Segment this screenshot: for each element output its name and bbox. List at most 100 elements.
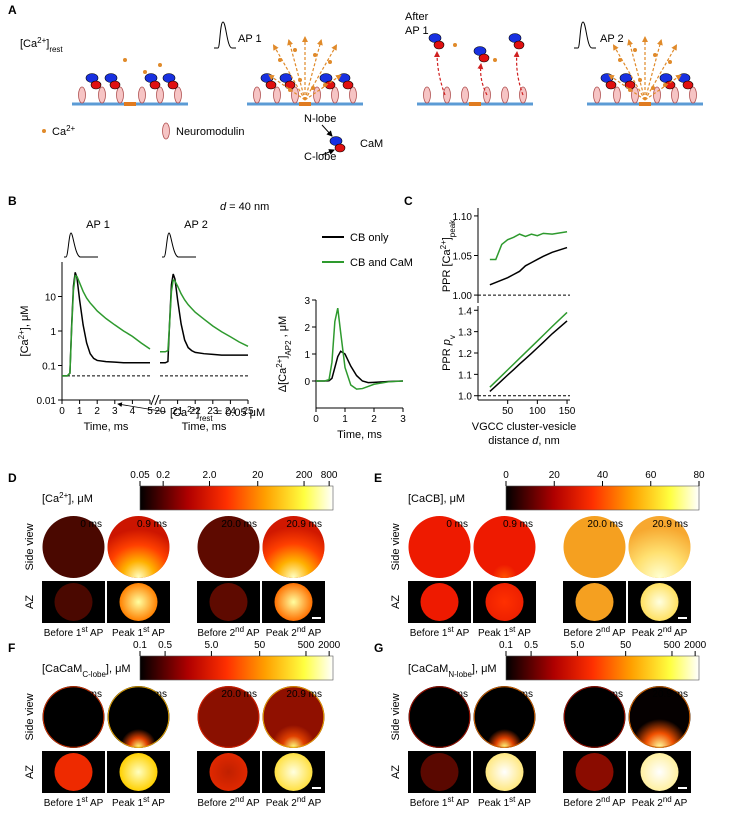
caption-part: Peak 1 <box>112 628 144 639</box>
ap-waveform <box>574 21 596 49</box>
az-image <box>119 583 158 621</box>
colorbar-label: [CaCaMC-lobe], μM <box>42 663 131 679</box>
az-image <box>274 753 313 791</box>
neuromodulin <box>331 86 339 104</box>
y-tick-label: 10 <box>45 293 57 304</box>
series-line <box>160 278 249 353</box>
neuromodulin <box>291 86 299 104</box>
side-view-image <box>563 516 626 578</box>
caption-part: Peak 1 <box>478 628 510 639</box>
colorbar-tick-label: 50 <box>620 640 632 651</box>
calcium-ion <box>311 86 315 90</box>
ap-waveform <box>64 232 98 258</box>
y-tick-label: 1.2 <box>458 349 472 360</box>
caption-part: AP <box>610 798 626 809</box>
side-view-image <box>42 686 105 748</box>
panel-label: D <box>8 471 17 485</box>
colorbar-label-part: [CaCaM <box>408 663 448 675</box>
colorbar-label-part: C-lobe <box>82 670 106 679</box>
x-tick-label: 5 <box>147 406 153 417</box>
panel-label: G <box>374 641 383 655</box>
caption-part: Before 1 <box>44 798 82 809</box>
colorbar-tick-label: 50 <box>254 640 266 651</box>
row-label: AZ <box>390 595 402 609</box>
calcium-ion <box>123 58 127 62</box>
y-axis-label-part: , μM <box>277 316 289 341</box>
colorbar-tick-label: 20 <box>549 470 561 481</box>
series-line <box>489 246 568 286</box>
az-image <box>575 753 614 791</box>
time-label: 20.9 ms <box>286 519 322 530</box>
caption-part: nd <box>297 795 306 804</box>
arrow <box>644 39 663 101</box>
row-label: Side view <box>390 693 402 740</box>
caption: Peak 1st AP <box>478 625 531 640</box>
side-view-image <box>197 516 260 578</box>
row-label: Side view <box>390 523 402 570</box>
neuromodulin <box>253 86 261 104</box>
panel-label: F <box>8 641 15 655</box>
y-tick-label: 1.4 <box>458 306 472 317</box>
caption-part: AP <box>88 628 104 639</box>
caption-part: Peak 2 <box>266 628 298 639</box>
arrow <box>608 74 646 101</box>
time-label: 0.9 ms <box>137 689 167 700</box>
side-view-outline <box>262 686 325 748</box>
series-line <box>62 272 150 377</box>
colorbar-tick-label: 2000 <box>684 640 707 651</box>
caption: Peak 1st AP <box>112 795 165 810</box>
time-label: 0 ms <box>446 689 468 700</box>
arrow <box>627 39 646 101</box>
y-tick-label: 1 <box>304 350 310 361</box>
caption: Peak 2nd AP <box>266 625 322 640</box>
rest-label-part: 2+ <box>187 405 196 414</box>
caption-part: nd <box>601 795 610 804</box>
x-tick-label: 50 <box>502 406 514 417</box>
side-view-image <box>42 516 105 578</box>
distance-label-part: d <box>220 201 227 213</box>
caption: Peak 1st AP <box>112 625 165 640</box>
arrow <box>434 51 446 96</box>
neuromodulin <box>349 86 357 104</box>
caption-part: Before 2 <box>563 798 601 809</box>
az-image <box>274 583 313 621</box>
caption-part: AP <box>306 798 322 809</box>
panel-label: B <box>8 194 17 208</box>
caption-part: st <box>143 625 150 634</box>
side-view-image <box>197 686 260 748</box>
arrow <box>117 402 167 413</box>
state-label-part: 2+ <box>37 36 46 45</box>
caption-part: Peak 1 <box>112 798 144 809</box>
time-label: 0 ms <box>446 519 468 530</box>
time-label: 0 ms <box>80 689 102 700</box>
time-label: 0.9 ms <box>137 519 167 530</box>
caption-part: AP <box>454 628 470 639</box>
colorbar-tick-label: 60 <box>645 470 657 481</box>
y-axis-label-part: 2+ <box>275 358 284 367</box>
cam-c-lobe <box>342 80 354 90</box>
caption-part: Before 2 <box>563 628 601 639</box>
side-view-outline <box>563 686 626 748</box>
az-image <box>420 753 459 791</box>
x-axis-label-part: , nm <box>538 435 559 447</box>
colorbar <box>505 485 700 511</box>
state-label: [Ca2+]rest <box>20 36 63 54</box>
rest-label-part: ] <box>196 407 199 419</box>
caption: Peak 2nd AP <box>632 625 688 640</box>
legend-label: CB only <box>350 232 389 244</box>
row-label: Side view <box>24 693 36 740</box>
side-view-glow <box>628 527 691 578</box>
side-view-outline <box>107 686 170 748</box>
caption: Peak 2nd AP <box>632 795 688 810</box>
ap-waveform <box>214 21 236 49</box>
az-image <box>54 753 93 791</box>
arrow <box>287 39 306 101</box>
time-label: 20.9 ms <box>652 689 688 700</box>
neuromodulin <box>443 86 451 104</box>
az-image <box>119 753 158 791</box>
side-view-image <box>473 686 536 748</box>
arrow <box>304 74 342 101</box>
time-label: 20.0 ms <box>587 689 623 700</box>
y-tick-label: 1 <box>50 327 56 338</box>
colorbar-tick-label: 0.2 <box>156 470 170 481</box>
